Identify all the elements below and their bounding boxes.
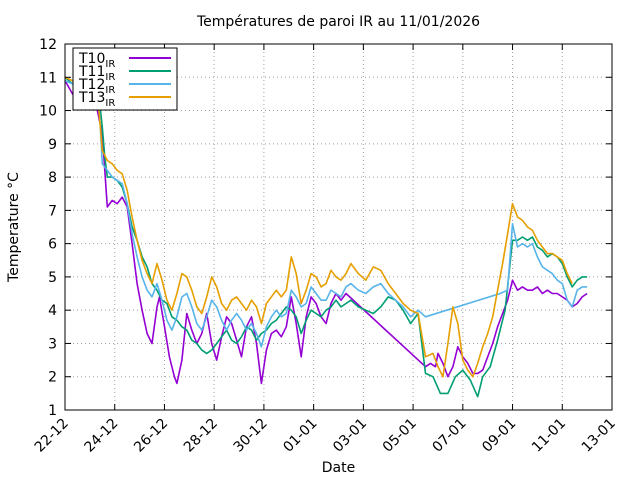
y-axis-label: Temperature °C: [6, 172, 22, 283]
legend-label-t13: T13IR: [78, 90, 115, 109]
y-tick-label: 3: [48, 336, 57, 352]
x-tick-label: 07-01: [430, 416, 470, 456]
y-tick-label: 7: [48, 203, 57, 219]
x-tick-label: 05-01: [380, 416, 420, 456]
y-tick-label: 9: [48, 137, 57, 153]
x-tick-label: 01-01: [280, 416, 320, 456]
y-tick-label: 12: [39, 37, 57, 53]
plot-border: [64, 43, 613, 411]
y-tick-label: 6: [48, 237, 57, 253]
legend-label-t10: T10IR: [78, 51, 115, 70]
series-line-t13: [64, 76, 573, 378]
y-tick-label: 1: [48, 403, 57, 419]
x-tick-label: 09-01: [479, 416, 519, 456]
y-tick-label: 10: [39, 104, 57, 120]
y-tick-label: 5: [48, 270, 57, 286]
y-tick-label: 11: [39, 70, 57, 86]
x-axis-label: Date: [322, 460, 355, 476]
series-line-t12: [64, 79, 588, 348]
x-tick-label: 24-12: [81, 416, 121, 456]
y-tick-label: 2: [48, 370, 57, 386]
x-tick-labels: 22-12 24-12 26-12 28-12 30-12 01-01 03-01 05-01…: [32, 416, 619, 456]
x-tick-label: 26-12: [131, 416, 171, 456]
x-tick-label: 13-01: [579, 416, 619, 456]
x-tick-label: 28-12: [181, 416, 221, 456]
y-tick-label: 8: [48, 170, 57, 186]
series-layer: [64, 76, 588, 398]
legend-label-t12: T12IR: [78, 77, 115, 96]
x-tick-label: 03-01: [330, 416, 370, 456]
axis-ticks: [64, 43, 613, 411]
series-line-t10: [64, 80, 588, 385]
series-line-t11: [64, 76, 588, 398]
x-tick-label: 30-12: [231, 416, 271, 456]
y-tick-label: 4: [48, 303, 57, 319]
legend-label-t11: T11IR: [78, 64, 115, 83]
x-tick-label: 11-01: [529, 416, 569, 456]
chart-title: Températures de paroi IR au 11/01/2026: [196, 14, 480, 30]
x-tick-label: 22-12: [32, 416, 72, 456]
